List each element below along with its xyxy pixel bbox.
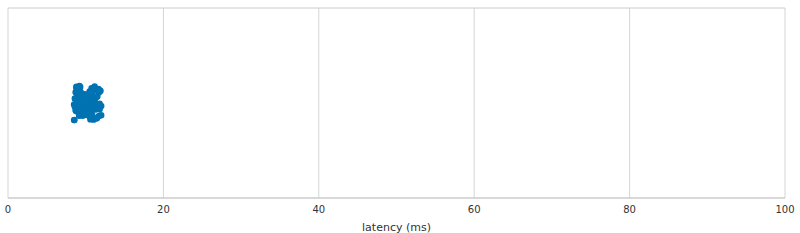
svg-text:20: 20: [157, 204, 170, 215]
svg-text:latency (ms): latency (ms): [362, 221, 431, 233]
svg-text:80: 80: [623, 204, 636, 215]
svg-text:60: 60: [468, 204, 481, 215]
svg-text:40: 40: [312, 204, 325, 215]
svg-text:0: 0: [8, 204, 11, 215]
svg-text:100: 100: [775, 204, 792, 215]
